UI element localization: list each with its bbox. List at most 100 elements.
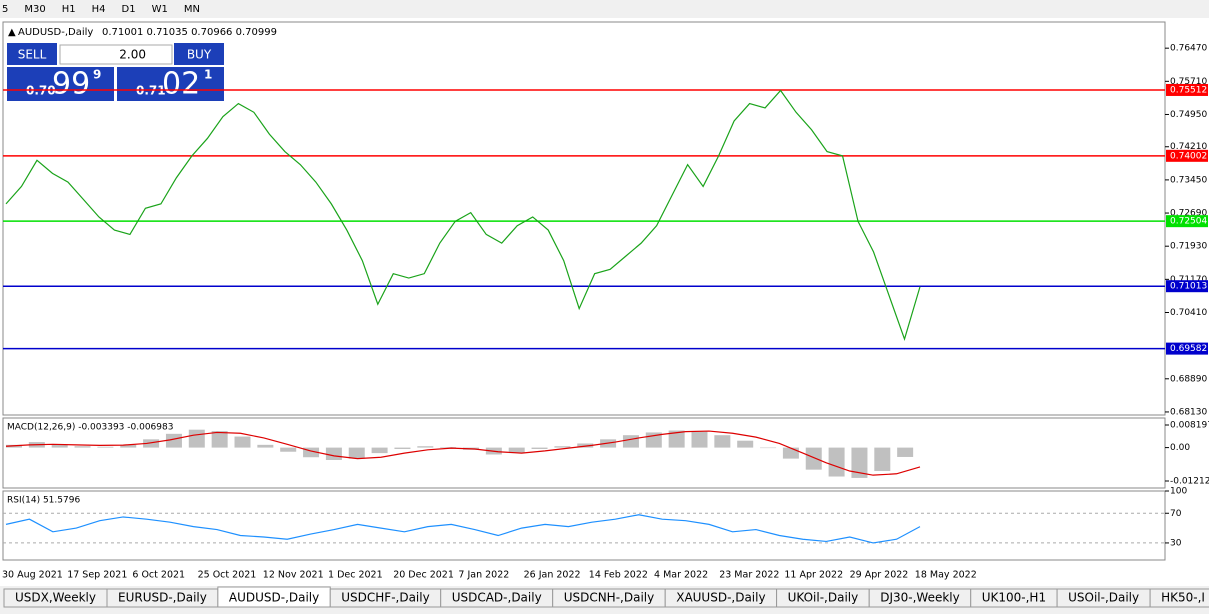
histogram-bar [234, 436, 251, 448]
y-tick-label: 0.68130 [1170, 407, 1207, 417]
ask-frac: 1 [204, 68, 212, 82]
y-tick-label: 0.70410 [1170, 308, 1207, 318]
x-tick-label: 26 Jan 2022 [524, 570, 581, 581]
buy-button[interactable] [174, 43, 224, 65]
histogram-bar [440, 447, 457, 448]
y-tick-label: 0.73450 [1170, 175, 1207, 185]
tab-label[interactable]: UKOil-,Daily [788, 591, 859, 605]
timeframe[interactable]: 5 [2, 4, 8, 15]
x-tick-label: 4 Mar 2022 [654, 570, 708, 581]
histogram-bar [257, 444, 274, 448]
chart-header: ▲ [8, 27, 16, 38]
series-line [5, 514, 921, 544]
x-tick-label: 25 Oct 2021 [198, 570, 257, 581]
tab-label[interactable]: UK100-,H1 [982, 591, 1046, 605]
x-tick-label: 6 Oct 2021 [132, 570, 185, 581]
x-tick-label: 30 Aug 2021 [2, 570, 63, 581]
histogram-bar [188, 429, 205, 448]
ask-box[interactable] [117, 67, 224, 101]
histogram-bar [394, 447, 411, 449]
histogram-bar [691, 431, 708, 448]
timeframe[interactable]: D1 [122, 4, 136, 15]
y-tick-label: -0.012121 [1170, 477, 1209, 487]
level-label: 0.75512 [1170, 85, 1207, 95]
level-tag [1166, 83, 1208, 96]
tab-label[interactable]: XAUUSD-,Daily [676, 591, 765, 605]
histogram-bar [165, 433, 182, 448]
tab-label[interactable]: USDX,Weekly [15, 591, 96, 605]
tab-label[interactable]: USDCNH-,Daily [564, 591, 655, 605]
histogram-bar [211, 431, 228, 448]
series-line [5, 430, 921, 476]
histogram-bar [874, 447, 891, 472]
tab-label[interactable]: USDCHF-,Daily [341, 591, 429, 605]
histogram-bar [280, 447, 297, 452]
level-tag [1166, 342, 1208, 355]
timeframe[interactable]: MN [184, 4, 200, 15]
histogram-bar [554, 446, 571, 448]
y-tick-label: 0.008197 [1170, 421, 1209, 431]
y-tick-label: 0.72690 [1170, 209, 1207, 219]
lots-input[interactable] [59, 44, 173, 65]
lots[interactable]: 2.00 [119, 48, 146, 62]
histogram-bar [348, 447, 365, 459]
ask-pips: 02 [162, 67, 200, 102]
y-tick-label: 0.71930 [1170, 242, 1207, 252]
histogram-bar [897, 447, 914, 457]
y-tick-label: 0.74210 [1170, 142, 1207, 152]
histogram-bar [805, 447, 822, 470]
x-tick-label: 29 Apr 2022 [850, 570, 909, 581]
histogram-bar [143, 439, 160, 448]
histogram-bar [828, 447, 845, 477]
histogram-bar [51, 444, 68, 448]
trade-panel: SELL 2.00 BUY 0.70 99 9 0.71 02 1 [7, 43, 224, 102]
histogram-bar [782, 447, 799, 459]
level-label: 0.74002 [1170, 151, 1207, 161]
x-tick-label: 7 Jan 2022 [458, 570, 509, 581]
level-tag [1166, 149, 1208, 162]
histogram-bar [417, 446, 434, 448]
tab[interactable] [1149, 588, 1209, 608]
histogram-bar [325, 447, 342, 460]
buy-label[interactable]: BUY [187, 48, 212, 62]
histogram-bar [760, 447, 777, 449]
sell-label[interactable]: SELL [18, 48, 47, 62]
sell-button[interactable] [7, 43, 57, 65]
level-label: 0.69582 [1170, 344, 1207, 354]
series-line [5, 89, 921, 342]
rsi-panel [2, 490, 1166, 561]
x-tick-label: 20 Dec 2021 [393, 570, 454, 581]
x-tick-label: 12 Nov 2021 [263, 570, 324, 581]
x-tick-label: 18 May 2022 [915, 570, 977, 581]
timeframe[interactable]: M30 [24, 4, 45, 15]
x-tick-label: 23 Mar 2022 [719, 570, 779, 581]
y-tick-label: 0.76470 [1170, 44, 1207, 54]
tab-label[interactable]: USDCAD-,Daily [452, 591, 542, 605]
tab-label[interactable]: HK50-,I [1161, 591, 1205, 605]
indicator-title: MACD(12,26,9) -0.003393 -0.006983 [7, 423, 173, 433]
level-label: 0.71013 [1170, 282, 1207, 292]
timeframe[interactable]: H1 [62, 4, 76, 15]
macd-panel [2, 417, 1166, 489]
timeframe[interactable]: W1 [152, 4, 168, 15]
tab-label[interactable]: USOil-,Daily [1068, 591, 1139, 605]
histogram-bar [303, 447, 320, 458]
bid-box[interactable] [7, 67, 114, 101]
y-tick-label: 0.68890 [1170, 374, 1207, 384]
histogram-bar [120, 444, 137, 448]
y-tick-label: 100 [1170, 487, 1187, 497]
histogram-bar [74, 446, 91, 448]
level-tag [1166, 215, 1208, 228]
symbol: AUDUSD-,Daily [18, 27, 93, 38]
timeframe[interactable]: H4 [92, 4, 106, 15]
indicator-title: RSI(14) 51.5796 [7, 496, 80, 506]
tab-label[interactable]: DJ30-,Weekly [880, 591, 960, 605]
tab-label[interactable]: EURUSD-,Daily [118, 591, 207, 605]
y-tick-label: 0.75710 [1170, 77, 1207, 87]
tab-label[interactable]: AUDUSD-,Daily [229, 591, 319, 605]
histogram-bar [371, 447, 388, 454]
bid-pips: 99 [52, 67, 90, 102]
x-tick-label: 11 Apr 2022 [784, 570, 843, 581]
